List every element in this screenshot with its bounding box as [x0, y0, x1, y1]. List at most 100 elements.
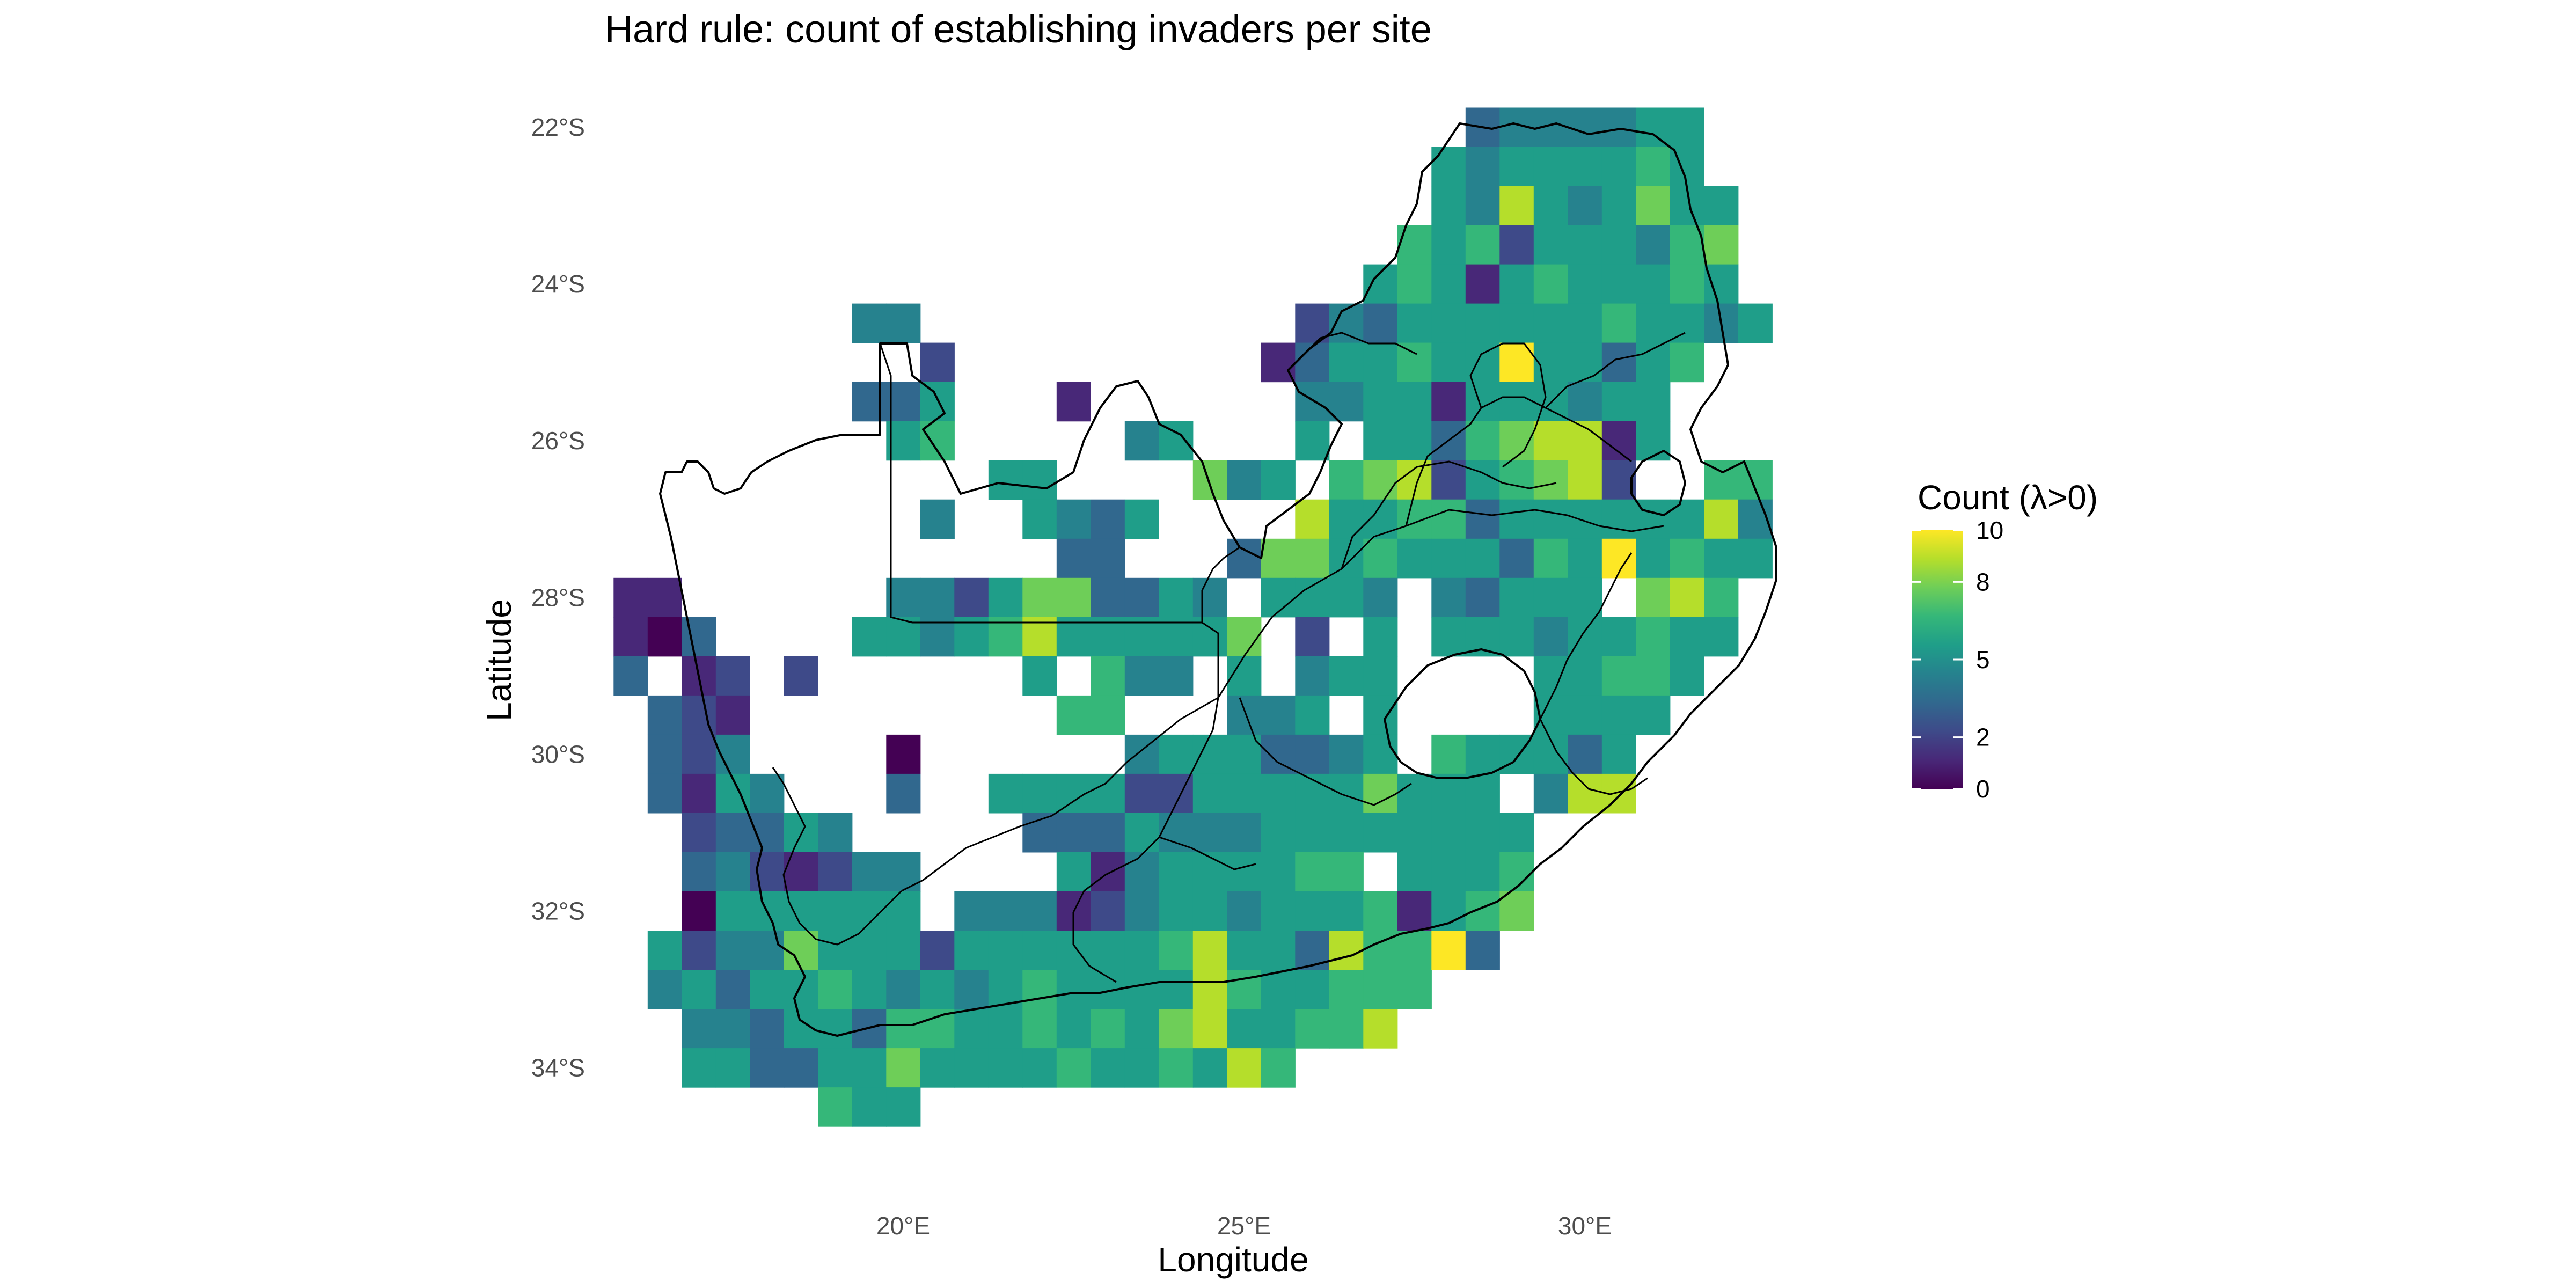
heatmap-cell	[1465, 421, 1500, 461]
heatmap-cell	[1636, 147, 1671, 187]
heatmap-cell	[1568, 107, 1602, 148]
heatmap-cell	[988, 460, 1023, 500]
heatmap-cell	[715, 970, 750, 1009]
heatmap-cell	[1601, 107, 1636, 148]
heatmap-cell	[1329, 577, 1364, 618]
heatmap-cell	[1568, 147, 1602, 187]
heatmap-cell	[1192, 734, 1227, 774]
heatmap-cell	[1431, 382, 1466, 422]
heatmap-cell	[1363, 695, 1398, 735]
heatmap-cell	[1670, 538, 1704, 579]
heatmap-cell	[1056, 577, 1091, 618]
legend-tick-label: 5	[1976, 646, 1990, 674]
heatmap-cell	[1397, 773, 1432, 814]
x-tick-label: 20°E	[876, 1212, 930, 1240]
heatmap-cell	[1295, 813, 1330, 853]
heatmap-cell	[1636, 107, 1671, 148]
heatmap-cell	[715, 931, 750, 970]
legend-tick-label: 0	[1976, 775, 1990, 803]
heatmap-cell	[1636, 577, 1671, 618]
heatmap-cell	[1397, 852, 1432, 892]
heatmap-cell	[1227, 891, 1262, 931]
heatmap-cell	[682, 931, 716, 970]
heatmap-cell	[1601, 695, 1636, 735]
heatmap-cell	[1499, 460, 1534, 500]
heatmap-cell	[1670, 617, 1704, 657]
heatmap-cell	[1465, 147, 1500, 187]
heatmap-cell	[1568, 734, 1602, 774]
coastline-outline	[659, 122, 1777, 1037]
heatmap-cell	[682, 1009, 716, 1049]
heatmap-cell	[1159, 970, 1194, 1009]
heatmap-cell	[1159, 577, 1194, 618]
heatmap-cell	[818, 931, 853, 970]
heatmap-cell	[1295, 421, 1330, 461]
heatmap-cell	[1568, 303, 1602, 343]
heatmap-cell	[886, 303, 921, 343]
heatmap-cell	[852, 617, 887, 657]
heatmap-cell	[1704, 264, 1739, 304]
heatmap-cell	[1533, 421, 1568, 461]
y-tick-label: 32°S	[531, 897, 585, 925]
heatmap-cell	[1124, 499, 1159, 539]
heatmap-cell	[647, 773, 682, 814]
heatmap-cell	[1124, 813, 1159, 853]
heatmap-cell	[1295, 891, 1330, 931]
heatmap-cell	[1636, 421, 1671, 461]
eswatini-outline	[1630, 450, 1686, 516]
heatmap-cell	[1601, 421, 1636, 461]
heatmap-cell	[1022, 499, 1057, 539]
heatmap-cell	[1363, 970, 1398, 1009]
heatmap-cell	[1533, 186, 1568, 226]
heatmap-cell	[1363, 303, 1398, 343]
heatmap-cell	[1227, 852, 1262, 892]
heatmap-cell	[1192, 931, 1227, 970]
heatmap-cell	[1022, 970, 1057, 1009]
heatmap-cell	[1261, 1048, 1296, 1088]
heatmap-cell	[1499, 303, 1534, 343]
heatmap-cell	[1636, 264, 1671, 304]
heatmap-cell	[1124, 656, 1159, 696]
heatmap-cell	[784, 970, 818, 1009]
heatmap-cell	[1124, 931, 1159, 970]
heatmap-cell	[1704, 577, 1739, 618]
heatmap-cell	[1704, 538, 1739, 579]
heatmap-cell	[818, 813, 853, 853]
legend-tick-label: 8	[1976, 568, 1990, 596]
heatmap-cell	[1295, 970, 1330, 1009]
y-tick-label: 26°S	[531, 427, 585, 455]
heatmap-cell	[1124, 617, 1159, 657]
heatmap-cell	[818, 1009, 853, 1049]
heatmap-cell	[1124, 773, 1159, 814]
heatmap-cell	[1601, 147, 1636, 187]
heatmap-cell	[1533, 656, 1568, 696]
heatmap-cell	[1499, 852, 1534, 892]
heatmap-cell	[988, 617, 1023, 657]
heatmap-cell	[1192, 852, 1227, 892]
heatmap-cell	[1091, 773, 1125, 814]
heatmap-cell	[1295, 382, 1330, 422]
heatmap-cell	[1022, 813, 1057, 853]
heatmap-cell	[1091, 499, 1125, 539]
heatmap-cell	[1431, 186, 1466, 226]
heatmap-cell	[920, 617, 955, 657]
heatmap-cell	[1499, 577, 1534, 618]
heatmap-cell	[954, 1009, 989, 1049]
heatmap-cell	[682, 852, 716, 892]
heatmap-cell	[1295, 499, 1330, 539]
heatmap-cell	[1738, 303, 1773, 343]
heatmap-cell	[1431, 460, 1466, 500]
heatmap-cell	[1499, 225, 1534, 265]
heatmap-cell	[1192, 891, 1227, 931]
heatmap-cell	[1431, 225, 1466, 265]
heatmap-cell	[613, 617, 648, 657]
heatmap-cell	[1192, 577, 1227, 618]
heatmap-cell	[1431, 342, 1466, 383]
heatmap-cell	[1568, 656, 1602, 696]
heatmap-cell	[1670, 577, 1704, 618]
heatmap-cell	[1363, 421, 1398, 461]
heatmap-cell	[750, 1009, 785, 1049]
heatmap-cell	[1295, 1009, 1330, 1049]
heatmap-cell	[1261, 773, 1296, 814]
heatmap-cell	[852, 1048, 887, 1088]
